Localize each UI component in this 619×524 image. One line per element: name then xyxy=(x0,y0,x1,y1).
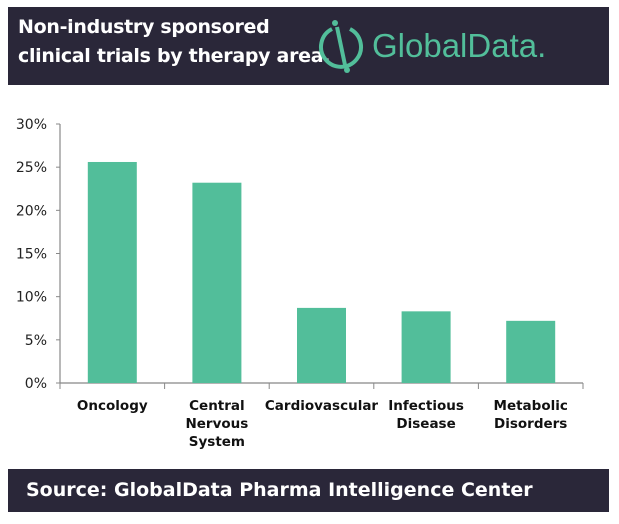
x-tick-label: System xyxy=(189,434,245,450)
globaldata-logo: GlobalData. xyxy=(318,19,546,73)
title-line-2: clinical trials by therapy area. xyxy=(18,45,331,67)
bar xyxy=(297,307,346,383)
globaldata-logo-icon xyxy=(319,20,363,73)
source-footer: Source: GlobalData Pharma Intelligence C… xyxy=(8,469,609,512)
bar-chart: 0% 5% 10% 15% 20% 25% 30% Oncology Central Nervou… xyxy=(16,117,584,450)
y-tick-label: 30% xyxy=(16,117,47,133)
y-tick-label: 15% xyxy=(16,247,47,263)
chart-title: Non-industry sponsored clinical trials b… xyxy=(18,13,330,71)
bar xyxy=(401,311,451,383)
x-tick-label: Cardiovascular xyxy=(265,398,379,414)
y-tick-label: 5% xyxy=(25,333,47,349)
y-tick-label: 0% xyxy=(25,376,47,392)
x-tick-label: Central xyxy=(189,398,245,414)
x-tick-label: Nervous xyxy=(185,416,248,432)
bar xyxy=(87,161,137,383)
y-tick-label: 20% xyxy=(16,203,47,219)
y-tick-label: 25% xyxy=(16,160,47,176)
x-tick-label: Disorders xyxy=(494,416,567,432)
x-tick-label: Disease xyxy=(396,416,455,432)
bar xyxy=(506,320,556,383)
x-tick-label: Oncology xyxy=(77,398,148,414)
header-band: Non-industry sponsored clinical trials b… xyxy=(8,7,609,85)
bar xyxy=(192,182,242,383)
title-line-1: Non-industry sponsored xyxy=(18,16,270,38)
logo-text: GlobalData. xyxy=(372,27,547,64)
x-tick-label: Metabolic xyxy=(494,398,568,414)
x-tick-label: Infectious xyxy=(388,398,464,414)
y-tick-label: 10% xyxy=(16,290,47,306)
